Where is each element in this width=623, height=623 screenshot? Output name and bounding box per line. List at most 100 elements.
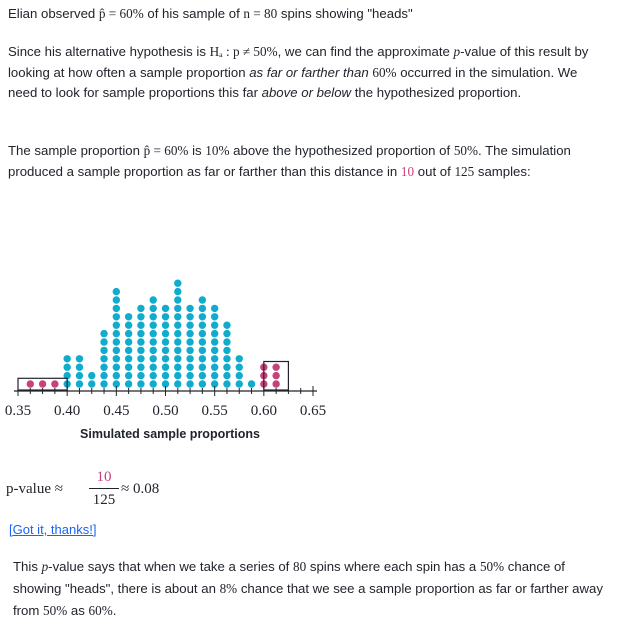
dot: [112, 313, 121, 321]
dot: [210, 355, 219, 363]
x-axis: 0.35 0.40 0.45 0.50 0.55 0.60 0.65: [5, 386, 326, 419]
dot: [210, 321, 219, 329]
dist-text-5: out of: [414, 163, 455, 179]
dot: [235, 371, 243, 380]
tick-label: 0.50: [152, 403, 178, 419]
hyp-text-3: -value of this result by looking at how …: [8, 44, 589, 80]
dot: [186, 338, 194, 346]
dot: [174, 371, 182, 380]
dot: [112, 363, 121, 371]
dot: [198, 355, 207, 363]
dot: [174, 346, 182, 355]
dot: [161, 380, 170, 388]
concl-fifty-2: 50%: [43, 603, 68, 618]
dist-total: 125: [454, 163, 475, 179]
dot: [186, 363, 194, 371]
dot: [149, 355, 157, 363]
dot: [100, 371, 108, 380]
dot: [149, 329, 157, 338]
concl-fifty: 50%: [479, 559, 505, 574]
tick-label: 0.35: [5, 403, 31, 419]
hyp-italic-1: as far or farther than: [249, 64, 369, 80]
dot: [124, 321, 133, 329]
got-it-link[interactable]: [Got it, thanks!]: [9, 522, 97, 537]
concl-text-1: This: [13, 559, 42, 574]
dot: [223, 363, 231, 371]
dot: [174, 304, 182, 313]
dot: [198, 363, 207, 371]
concl-eight: 8%: [219, 581, 238, 596]
dot: [210, 380, 219, 388]
dot: [186, 346, 194, 355]
dot: [100, 380, 108, 388]
dot: [186, 371, 194, 380]
dot: [124, 346, 133, 355]
dot: [75, 363, 84, 371]
tick-label: 0.55: [202, 403, 228, 419]
intro-n: n = 80: [243, 6, 278, 21]
dot: [137, 313, 145, 321]
dot: [112, 296, 121, 304]
dotplot-dots: [26, 279, 280, 388]
dot: [174, 279, 182, 287]
dot: [174, 287, 182, 296]
intro-paragraph: Elian observed p̂ = 60% of his sample of…: [8, 4, 608, 25]
p-value-label: p-value ≈: [6, 481, 63, 497]
dot: [149, 296, 157, 304]
dot: [137, 304, 145, 313]
extreme-dot: [51, 380, 59, 388]
dot: [149, 321, 157, 329]
tick-label: 0.40: [54, 403, 80, 419]
dot: [223, 355, 231, 363]
dot: [174, 329, 182, 338]
hypothesis-paragraph: Since his alternative hypothesis is Hₐ :…: [8, 42, 608, 104]
p-value-numerator: 10: [96, 469, 112, 485]
dot: [137, 363, 145, 371]
dot: [100, 338, 108, 346]
concl-text-4: chance of showing "heads", there is abou…: [13, 559, 565, 596]
p-value-fraction: 10 125: [89, 468, 119, 509]
dot: [100, 355, 108, 363]
dot: [186, 321, 194, 329]
intro-phat: p̂ = 60%: [98, 6, 144, 21]
dot: [112, 346, 121, 355]
concl-text-2: -value says that when we take a series o…: [48, 559, 293, 574]
dot: [112, 338, 121, 346]
tick-label: 0.60: [251, 403, 277, 419]
dist-text-4: . The simulation produced a sample propo…: [8, 143, 571, 179]
concl-p: p: [41, 559, 49, 574]
dist-phat: p̂ = 60%: [143, 143, 189, 158]
dot: [186, 380, 194, 388]
dot: [198, 329, 207, 338]
tick-label: 0.65: [300, 403, 326, 419]
extreme-dot: [26, 380, 34, 388]
dot: [235, 355, 243, 363]
dot: [75, 380, 84, 388]
dot: [161, 304, 170, 313]
dot: [223, 346, 231, 355]
dist-ten-pct: 10%: [205, 143, 230, 158]
concl-eighty: 80: [293, 559, 307, 574]
dot: [174, 338, 182, 346]
dot: [161, 363, 170, 371]
dot: [235, 363, 243, 371]
dot: [88, 380, 96, 388]
dot: [124, 363, 133, 371]
dot: [63, 363, 71, 371]
p-value-approx: ≈ 0.08: [121, 481, 160, 497]
dot: [137, 329, 145, 338]
dot: [161, 355, 170, 363]
extreme-dot: [272, 380, 280, 388]
extreme-dot: [38, 380, 47, 388]
dot: [137, 346, 145, 355]
dot: [124, 338, 133, 346]
dot: [223, 321, 231, 329]
dot: [198, 371, 207, 380]
dot: [75, 355, 84, 363]
hyp-p: p: [453, 44, 461, 59]
dot: [198, 321, 207, 329]
dot: [149, 346, 157, 355]
dot: [63, 355, 71, 363]
dot: [100, 363, 108, 371]
dot: [137, 338, 145, 346]
